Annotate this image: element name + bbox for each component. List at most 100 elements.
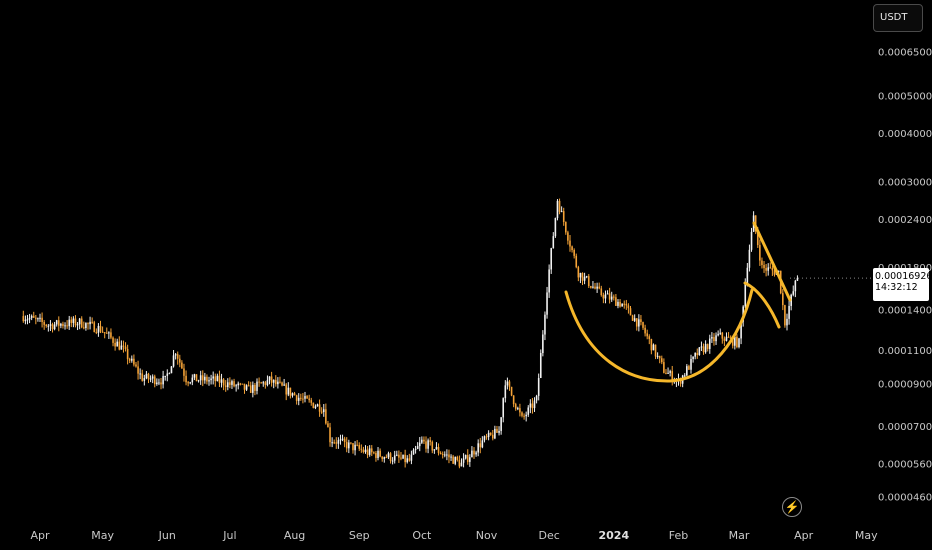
candle-body bbox=[256, 381, 258, 391]
candle-body bbox=[277, 381, 279, 385]
candle-body bbox=[581, 272, 584, 281]
candle-body bbox=[85, 323, 87, 329]
candle-body bbox=[473, 450, 475, 455]
candle-body bbox=[794, 280, 797, 292]
candle-body bbox=[592, 286, 594, 288]
candle-body bbox=[615, 297, 617, 306]
candle-body bbox=[734, 336, 736, 346]
candle-body bbox=[133, 358, 135, 365]
candle-body bbox=[646, 333, 648, 337]
candle-body bbox=[183, 368, 185, 376]
candle-body bbox=[683, 375, 686, 377]
candle-body bbox=[358, 444, 361, 449]
candle-body bbox=[76, 324, 79, 326]
candle-body bbox=[410, 454, 413, 461]
candle-body bbox=[496, 428, 498, 433]
candle-body bbox=[761, 260, 763, 265]
candle-body bbox=[320, 411, 323, 413]
candle-body bbox=[462, 458, 465, 463]
candle-body bbox=[208, 380, 210, 382]
candle-body bbox=[448, 454, 450, 458]
candle-body bbox=[565, 222, 567, 233]
cup-curve-drawing[interactable] bbox=[564, 288, 754, 383]
candle-body bbox=[337, 440, 340, 444]
currency-selector-button[interactable]: USDT bbox=[873, 4, 923, 32]
candle-body bbox=[99, 325, 102, 332]
candle-body bbox=[617, 301, 619, 306]
candle-body bbox=[279, 381, 281, 383]
candle-body bbox=[446, 454, 448, 456]
candle-body bbox=[596, 286, 598, 289]
candle-body bbox=[354, 444, 356, 451]
candle-body bbox=[608, 293, 611, 300]
candle-body bbox=[702, 346, 705, 353]
candle-body bbox=[650, 339, 653, 351]
candle-body bbox=[366, 449, 369, 455]
candle-body bbox=[412, 449, 415, 455]
candle-body bbox=[166, 373, 169, 376]
candle-body bbox=[187, 382, 189, 384]
candle-body bbox=[285, 384, 288, 395]
candle-body bbox=[68, 319, 71, 327]
channel-lower-line[interactable] bbox=[743, 281, 781, 329]
candle-body bbox=[539, 353, 542, 379]
drawing-annotations[interactable] bbox=[564, 221, 792, 383]
candle-body bbox=[348, 442, 350, 449]
candle-body bbox=[126, 348, 129, 360]
candle-body bbox=[400, 457, 402, 459]
candle-body bbox=[72, 318, 75, 323]
candle-body bbox=[425, 441, 427, 449]
candle-body bbox=[769, 267, 772, 269]
x-tick-label: May bbox=[91, 529, 114, 542]
candle-body bbox=[55, 320, 58, 325]
candle-body bbox=[537, 378, 540, 396]
candle-body bbox=[224, 385, 227, 388]
candle-body bbox=[471, 450, 473, 458]
candle-body bbox=[362, 449, 365, 453]
candle-body bbox=[658, 355, 661, 359]
candle-body bbox=[477, 443, 479, 453]
candle-body bbox=[103, 332, 106, 334]
candle-body bbox=[489, 432, 492, 435]
y-tick-label: 0.00004600 bbox=[878, 493, 932, 504]
candle-body bbox=[304, 396, 306, 399]
candle-body bbox=[45, 324, 48, 326]
lightning-icon[interactable]: ⚡ bbox=[782, 497, 802, 517]
candle-body bbox=[164, 375, 166, 377]
candle-body bbox=[260, 382, 262, 384]
candle-body bbox=[206, 376, 208, 382]
candle-body bbox=[402, 454, 404, 459]
x-tick-label: Aug bbox=[284, 529, 305, 542]
candle-body bbox=[571, 246, 573, 251]
bar-countdown: 14:32:12 bbox=[875, 282, 918, 293]
candle-body bbox=[302, 398, 304, 400]
candle-body bbox=[491, 434, 494, 439]
candle-body bbox=[95, 331, 98, 333]
candle-body bbox=[66, 325, 68, 327]
candle-body bbox=[784, 305, 786, 326]
candle-body bbox=[101, 331, 104, 333]
candle-body bbox=[731, 337, 734, 346]
candle-body bbox=[145, 373, 148, 379]
candle-body bbox=[763, 264, 765, 268]
candle-body bbox=[112, 337, 114, 343]
candle-body bbox=[360, 448, 363, 450]
candle-body bbox=[32, 315, 35, 318]
candle-body bbox=[147, 373, 150, 380]
candle-body bbox=[87, 323, 89, 325]
candle-body bbox=[744, 284, 747, 307]
candle-body bbox=[174, 354, 177, 356]
candle-body bbox=[160, 382, 162, 385]
candle-body bbox=[721, 332, 724, 339]
last-price-value: 0.00016926 bbox=[875, 271, 932, 282]
candle-body bbox=[179, 358, 181, 363]
candle-body bbox=[686, 366, 688, 376]
candle-body bbox=[625, 303, 628, 306]
candle-body bbox=[519, 408, 521, 413]
candle-body bbox=[523, 415, 525, 417]
channel-upper-line[interactable] bbox=[752, 221, 792, 302]
candle-body bbox=[170, 366, 173, 374]
